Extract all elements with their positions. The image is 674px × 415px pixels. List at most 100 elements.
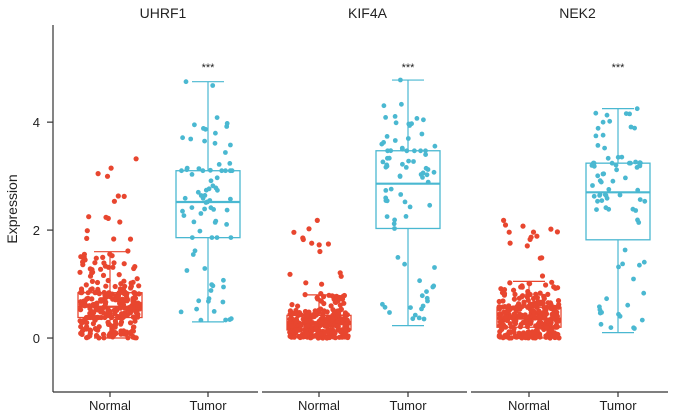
data-point <box>342 316 348 322</box>
data-point <box>328 303 334 309</box>
data-point <box>391 221 397 227</box>
data-point <box>208 288 214 293</box>
data-point <box>519 283 525 289</box>
data-point <box>86 303 92 309</box>
data-point <box>92 317 98 323</box>
data-point <box>507 240 513 246</box>
data-point <box>423 152 428 158</box>
data-point <box>183 79 189 85</box>
data-point <box>410 316 416 322</box>
data-point <box>501 217 507 223</box>
data-point <box>202 206 208 212</box>
data-point <box>408 305 413 310</box>
data-point <box>128 283 134 289</box>
data-point <box>604 296 609 302</box>
data-point <box>530 229 537 235</box>
data-point <box>631 325 636 331</box>
data-point <box>304 323 311 329</box>
data-point <box>135 302 141 308</box>
data-point <box>427 202 433 208</box>
data-point <box>628 124 634 130</box>
data-point <box>514 304 520 310</box>
data-point <box>184 167 190 173</box>
data-point <box>330 316 336 322</box>
data-point <box>332 299 338 305</box>
data-point <box>525 288 531 295</box>
data-point <box>116 272 122 278</box>
data-point <box>404 148 410 154</box>
data-point <box>112 311 118 317</box>
data-point <box>424 295 430 301</box>
data-point <box>103 214 109 220</box>
data-point <box>383 115 388 120</box>
data-point <box>496 298 502 305</box>
data-point <box>309 320 316 326</box>
data-point <box>554 313 560 320</box>
data-point <box>318 291 324 297</box>
data-point <box>639 317 645 323</box>
data-point <box>502 222 509 228</box>
data-point <box>195 189 201 195</box>
data-point <box>432 265 437 270</box>
data-point <box>533 334 539 340</box>
data-point <box>210 283 216 289</box>
data-point <box>605 155 611 161</box>
data-point <box>206 298 211 304</box>
data-point <box>506 335 512 341</box>
data-point <box>224 207 230 213</box>
data-point <box>104 173 111 179</box>
data-point <box>223 150 228 155</box>
data-point <box>393 120 399 126</box>
data-point <box>130 333 136 339</box>
data-point <box>229 168 235 174</box>
data-point <box>407 204 413 210</box>
data-point <box>82 303 88 309</box>
data-point <box>214 235 220 241</box>
data-point <box>423 148 428 154</box>
data-point <box>296 310 303 316</box>
data-point <box>197 228 203 234</box>
data-point <box>87 273 94 279</box>
data-point <box>202 138 208 144</box>
data-point <box>221 284 226 290</box>
data-point <box>616 311 621 317</box>
data-point <box>637 197 643 203</box>
data-point <box>384 134 390 139</box>
data-point <box>291 334 297 340</box>
data-point <box>555 298 562 304</box>
data-point <box>303 317 309 324</box>
data-point <box>524 243 530 249</box>
data-point <box>620 261 625 267</box>
data-point <box>184 268 190 273</box>
data-point <box>431 283 437 289</box>
data-point <box>189 172 195 177</box>
data-point <box>121 310 127 316</box>
data-point <box>118 281 124 287</box>
data-point <box>526 280 532 286</box>
data-point <box>544 325 550 331</box>
data-point <box>333 323 339 329</box>
data-point <box>198 211 204 216</box>
data-point <box>132 318 138 324</box>
significance-marker: *** <box>202 62 216 74</box>
data-point <box>593 110 599 116</box>
data-point <box>341 292 347 299</box>
x-tick-label: Normal <box>89 398 131 413</box>
data-point <box>600 132 606 138</box>
data-point <box>189 205 195 211</box>
data-point <box>631 276 636 282</box>
data-point <box>608 325 614 330</box>
panel-nek2: NEK2 Normal Tumor *** <box>471 5 668 413</box>
data-point <box>198 193 204 198</box>
data-point <box>133 156 139 162</box>
data-point <box>120 299 126 305</box>
data-point <box>506 329 512 335</box>
data-point <box>214 115 220 120</box>
box-normal <box>286 217 352 341</box>
data-point <box>319 281 325 287</box>
data-point <box>128 329 134 335</box>
data-point <box>536 308 542 314</box>
box-tumor <box>375 77 441 327</box>
data-point <box>105 277 111 284</box>
data-point <box>112 283 118 290</box>
